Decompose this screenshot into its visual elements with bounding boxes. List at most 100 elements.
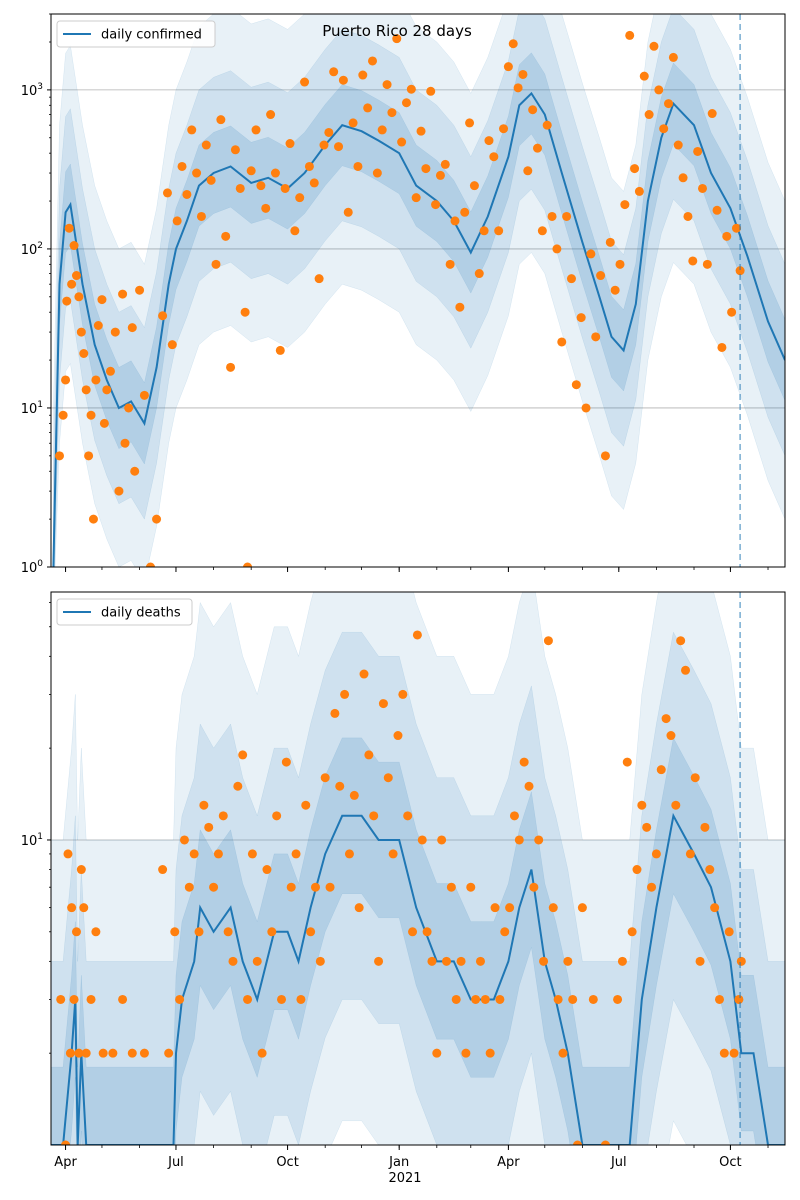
figure-title: Puerto Rico 28 days (322, 22, 472, 40)
data-point (158, 311, 168, 321)
data-point (304, 161, 314, 171)
data-point (573, 1140, 583, 1145)
data-point (406, 84, 416, 94)
data-point (179, 835, 189, 845)
data-point (310, 882, 320, 892)
data-point (539, 956, 549, 966)
uncertainty-band (53, 52, 785, 567)
data-point (591, 332, 601, 342)
data-point (610, 285, 620, 295)
data-point (455, 302, 465, 312)
data-point (382, 80, 392, 90)
data-point (437, 835, 447, 845)
data-point (734, 994, 744, 1004)
data-point (442, 956, 452, 966)
data-point (135, 285, 145, 295)
data-point (252, 956, 262, 966)
data-point (233, 781, 243, 791)
data-point (519, 757, 529, 767)
data-point (76, 865, 86, 875)
data-point (358, 70, 368, 80)
data-point (450, 216, 460, 226)
data-point (296, 994, 306, 1004)
data-point (110, 327, 120, 337)
deaths-series-line (51, 812, 785, 1145)
data-point (93, 320, 103, 330)
data-point (262, 865, 272, 875)
data-point (387, 108, 397, 118)
data-point (661, 714, 671, 724)
data-point (320, 773, 330, 783)
data-point (69, 241, 79, 251)
data-point (139, 390, 149, 400)
data-point (329, 67, 339, 77)
data-point (108, 1048, 118, 1058)
data-point (84, 451, 94, 461)
data-point (524, 781, 534, 791)
data-point (460, 207, 470, 217)
data-point (518, 69, 528, 79)
data-point (91, 927, 101, 937)
x-tick-label: Jul (167, 1155, 184, 1170)
data-point (552, 244, 562, 254)
data-point (54, 451, 64, 461)
data-point (499, 124, 509, 134)
deaths-points (56, 630, 746, 1145)
data-point (571, 380, 581, 390)
data-point (74, 1048, 84, 1058)
data-point (557, 337, 567, 347)
data-point (349, 790, 359, 800)
data-point (192, 168, 202, 178)
data-point (290, 226, 300, 236)
data-point (588, 994, 598, 1004)
data-point (568, 994, 578, 1004)
data-point (334, 142, 344, 152)
data-point (325, 882, 335, 892)
data-point (88, 514, 98, 524)
x-axis-year-label: 2021 (388, 1171, 421, 1186)
data-point (509, 811, 519, 821)
data-point (401, 98, 411, 108)
data-point (534, 835, 544, 845)
x-tick-label: Oct (719, 1155, 741, 1170)
data-point (145, 562, 155, 567)
data-point (378, 699, 388, 709)
data-point (170, 927, 180, 937)
data-point (65, 1048, 75, 1058)
data-point (605, 237, 615, 247)
data-point (466, 882, 476, 892)
deaths-legend-label: daily deaths (101, 606, 181, 621)
data-point (127, 323, 137, 333)
data-point (243, 562, 253, 567)
data-point (164, 1048, 174, 1058)
data-point (537, 226, 547, 236)
data-point (120, 438, 130, 448)
data-point (471, 994, 481, 1004)
x-tick-label: Apr (54, 1155, 77, 1170)
data-point (627, 927, 637, 937)
data-point (586, 249, 596, 259)
data-point (727, 307, 737, 317)
data-point (158, 865, 168, 875)
data-point (408, 927, 418, 937)
data-point (118, 289, 128, 299)
uncertainty-band (51, 631, 785, 1145)
data-point (705, 865, 715, 875)
data-point (230, 145, 240, 155)
data-point (61, 1140, 71, 1145)
data-point (480, 994, 490, 1004)
data-point (398, 689, 408, 699)
confirmed-legend: daily confirmed (56, 20, 216, 48)
data-point (671, 800, 681, 810)
data-point (642, 822, 652, 832)
data-point (335, 781, 345, 791)
data-point (363, 103, 373, 113)
data-point (369, 811, 379, 821)
data-point (729, 1048, 739, 1058)
data-point (86, 994, 96, 1004)
confirmed-panel: 100 101 102 103 daily confirmed Puerto Rico… (21, 13, 786, 576)
confirmed-points (54, 30, 745, 567)
data-point (523, 166, 533, 176)
data-point (576, 313, 586, 323)
data-point (412, 630, 422, 640)
